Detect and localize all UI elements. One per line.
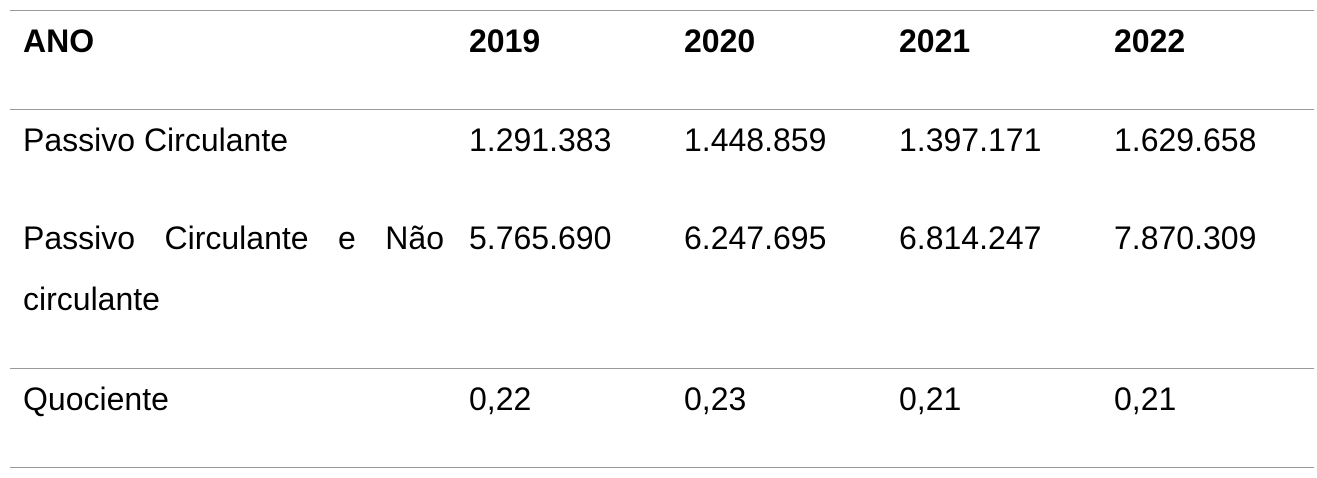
cell-value: 1.291.383 (469, 122, 612, 158)
cell-value: 0,23 (684, 381, 747, 417)
financial-table: ANO 2019 2020 2021 2022 Passivo Circulan… (10, 10, 1314, 468)
financial-table-container: ANO 2019 2020 2021 2022 Passivo Circulan… (10, 10, 1314, 468)
cell-value: 6.814.247 (899, 220, 1042, 256)
table-row-passivo-circulante: Passivo Circulante 1.291.383 1.448.859 1… (10, 110, 1314, 209)
header-year-2022: 2022 (1114, 23, 1186, 59)
header-row: ANO 2019 2020 2021 2022 (10, 10, 1314, 110)
header-label-ano: ANO (23, 23, 95, 59)
cell-value: 1.397.171 (899, 122, 1042, 158)
cell-value: 7.870.309 (1114, 220, 1257, 256)
header-year-2021: 2021 (899, 23, 971, 59)
cell-value: 0,21 (899, 381, 962, 417)
cell-value: 1.629.658 (1114, 122, 1257, 158)
table-row-quociente: Quociente 0,22 0,23 0,21 0,21 (10, 368, 1314, 468)
table-header: ANO 2019 2020 2021 2022 (10, 10, 1314, 110)
table-body: Passivo Circulante 1.291.383 1.448.859 1… (10, 110, 1314, 468)
header-year-2019: 2019 (469, 23, 541, 59)
table-row-passivo-circulante-nao-circulante: Passivo Circulante e Não circulante 5.76… (10, 208, 1314, 369)
header-year-2020: 2020 (684, 23, 756, 59)
row-label: Quociente (23, 381, 169, 417)
row-label: Passivo Circulante e Não circulante (23, 220, 444, 317)
cell-value: 6.247.695 (684, 220, 827, 256)
cell-value: 0,22 (469, 381, 532, 417)
cell-value: 1.448.859 (684, 122, 827, 158)
cell-value: 5.765.690 (469, 220, 612, 256)
cell-value: 0,21 (1114, 381, 1177, 417)
row-label: Passivo Circulante (23, 122, 288, 158)
